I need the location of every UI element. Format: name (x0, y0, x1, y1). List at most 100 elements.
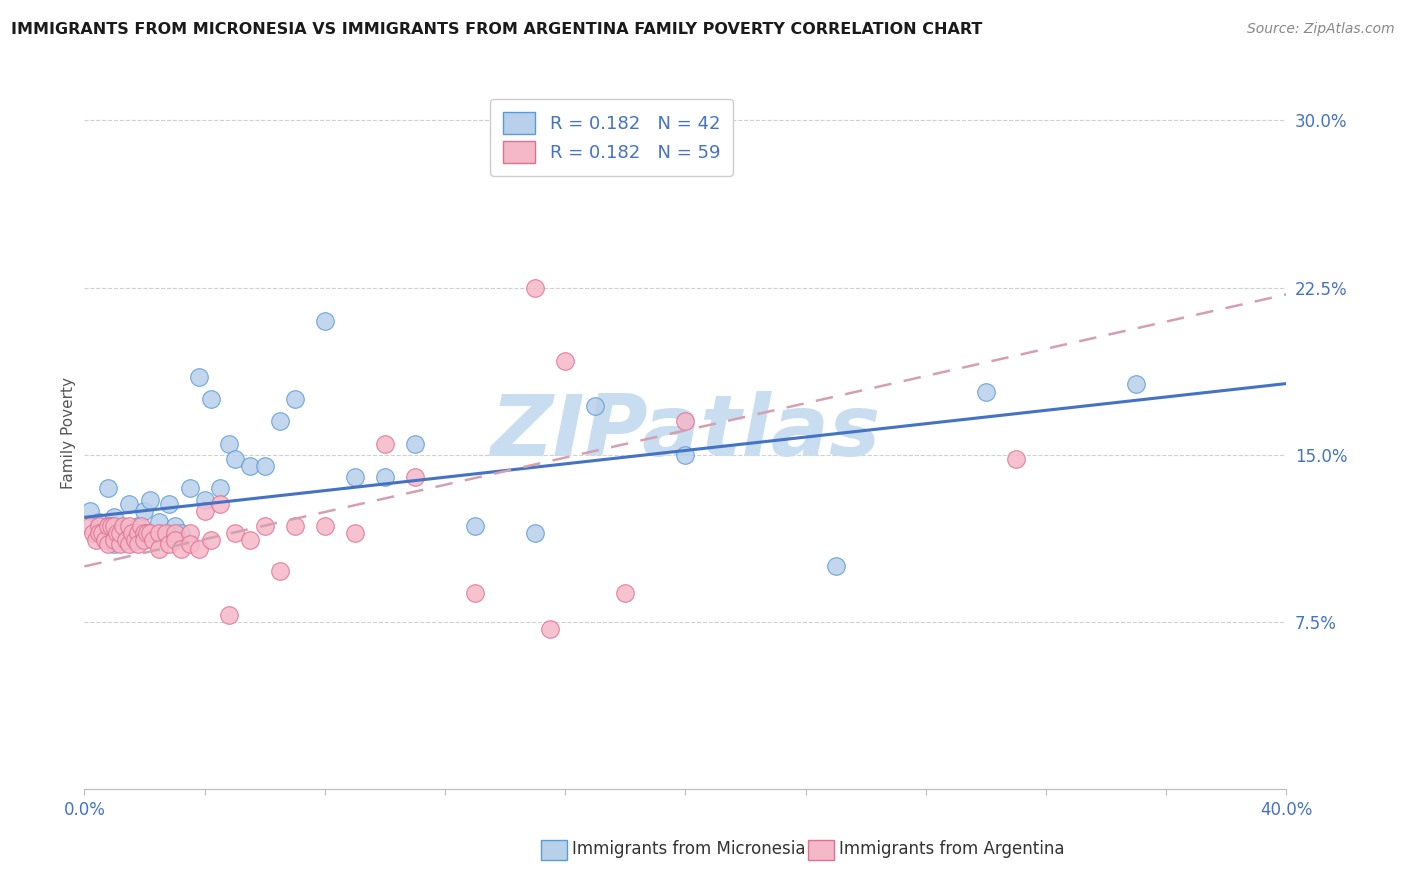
Point (107, 526, 129, 541)
Point (89, 519, 111, 533)
Point (139, 526, 162, 541)
Point (139, 492, 162, 507)
Text: IMMIGRANTS FROM MICRONESIA VS IMMIGRANTS FROM ARGENTINA FAMILY POVERTY CORRELATI: IMMIGRANTS FROM MICRONESIA VS IMMIGRANTS… (11, 22, 983, 37)
Point (524, 280, 547, 294)
Point (218, 437, 240, 451)
Point (118, 537, 141, 551)
Point (314, 314, 336, 328)
Point (134, 533, 156, 547)
Point (134, 526, 156, 541)
Point (118, 497, 141, 511)
Point (239, 533, 262, 547)
Point (110, 526, 132, 541)
Point (343, 470, 366, 484)
Point (89, 515, 111, 529)
Point (194, 503, 217, 517)
Legend: R = 0.182   N = 42, R = 0.182   N = 59: R = 0.182 N = 42, R = 0.182 N = 59 (491, 99, 733, 176)
Point (142, 533, 165, 547)
Point (155, 526, 177, 541)
Point (127, 533, 149, 547)
Point (82, 526, 104, 541)
Point (253, 459, 276, 474)
Point (148, 526, 170, 541)
Point (115, 533, 138, 547)
Point (110, 526, 132, 541)
Point (179, 526, 201, 541)
Point (194, 492, 217, 507)
Point (103, 510, 125, 524)
Point (538, 622, 561, 636)
Point (675, 448, 697, 462)
Point (187, 541, 209, 556)
Point (163, 519, 186, 533)
Point (404, 470, 426, 484)
Point (148, 526, 170, 541)
Text: ZIPatlas: ZIPatlas (491, 391, 880, 475)
Point (269, 414, 291, 428)
Point (118, 519, 141, 533)
Point (169, 541, 191, 556)
Point (89, 526, 111, 541)
Point (79, 503, 101, 517)
Point (157, 526, 180, 541)
Point (824, 559, 846, 574)
Point (127, 519, 149, 533)
Point (127, 526, 149, 541)
Point (103, 533, 125, 547)
Point (97, 482, 120, 496)
Point (374, 470, 396, 484)
Point (675, 414, 697, 428)
Point (131, 519, 153, 533)
Text: Immigrants from Argentina: Immigrants from Argentina (839, 840, 1064, 858)
Point (253, 519, 276, 533)
Point (134, 526, 156, 541)
Point (134, 503, 156, 517)
Point (91, 526, 114, 541)
Text: Source: ZipAtlas.com: Source: ZipAtlas.com (1247, 22, 1395, 37)
Point (179, 537, 201, 551)
Point (404, 437, 426, 451)
Point (169, 526, 191, 541)
Point (464, 586, 486, 600)
Point (239, 459, 262, 474)
Point (124, 533, 146, 547)
Point (163, 526, 186, 541)
Point (157, 497, 180, 511)
Point (1125, 376, 1147, 391)
Point (208, 482, 231, 496)
Point (136, 526, 159, 541)
Point (97, 537, 120, 551)
Point (79, 519, 101, 533)
Point (284, 519, 307, 533)
Point (1005, 452, 1028, 467)
Point (110, 537, 132, 551)
Point (94, 533, 117, 547)
Text: Immigrants from Micronesia: Immigrants from Micronesia (572, 840, 806, 858)
Point (103, 519, 125, 533)
Point (614, 586, 637, 600)
Point (524, 526, 547, 541)
Point (112, 519, 135, 533)
Point (157, 537, 180, 551)
Point (118, 526, 141, 541)
Point (374, 437, 396, 451)
Point (200, 392, 222, 407)
Point (148, 515, 170, 529)
Point (97, 519, 120, 533)
Point (224, 452, 246, 467)
Point (314, 519, 336, 533)
Point (583, 399, 606, 413)
Point (86, 533, 108, 547)
Point (148, 541, 170, 556)
Point (284, 392, 307, 407)
Point (208, 497, 231, 511)
Point (103, 537, 125, 551)
Point (121, 526, 143, 541)
Point (224, 526, 246, 541)
Point (100, 519, 122, 533)
Point (200, 533, 222, 547)
Point (343, 526, 366, 541)
Point (127, 537, 149, 551)
Point (974, 385, 997, 400)
Point (163, 533, 186, 547)
